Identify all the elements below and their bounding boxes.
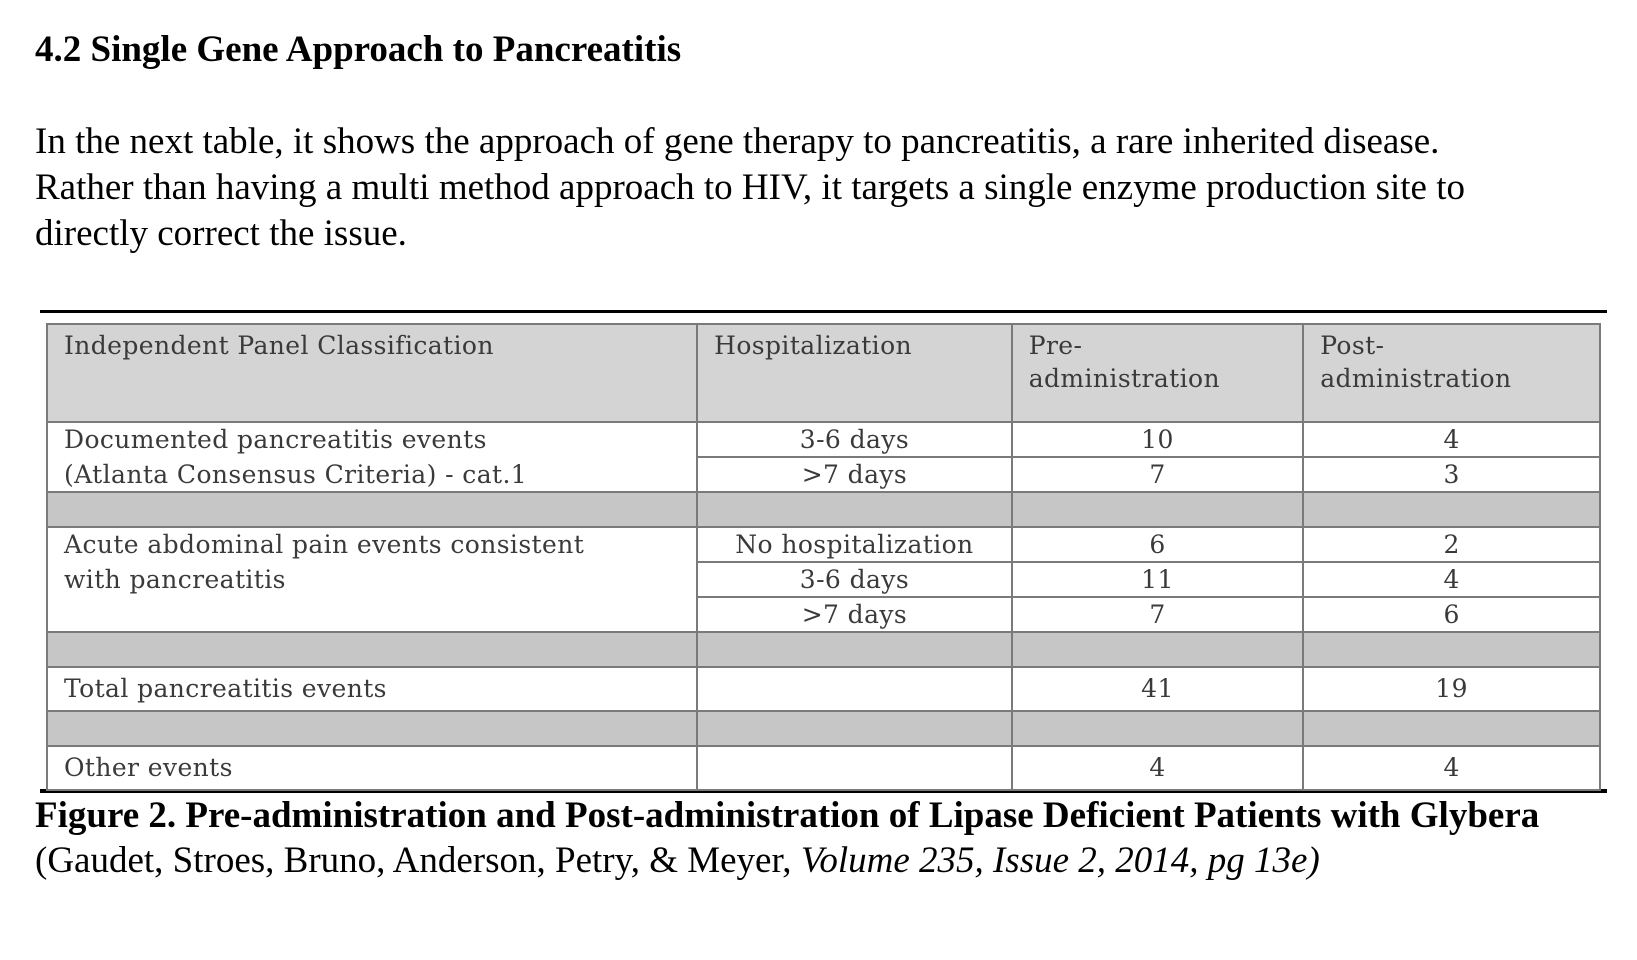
other-pre-value: 4 [1010, 745, 1305, 791]
table-row: (Atlanta Consensus Criteria) - cat.1 >7 … [45, 456, 1601, 493]
other-post-value: 4 [1302, 745, 1601, 791]
post-value-cell: 6 [1302, 596, 1601, 633]
pre-value-cell: 7 [1010, 456, 1305, 493]
caption-citation: Volume 235, Issue 2, 2014, pg 13e) [800, 840, 1320, 881]
separator-row [45, 631, 1601, 668]
pre-value-cell: 6 [1010, 526, 1305, 563]
hospitalization-cell: 3-6 days [696, 561, 1013, 598]
header-pre-line2: administration [1028, 364, 1220, 393]
caption-title: Figure 2. Pre-administration and Post-ad… [35, 795, 1540, 836]
total-row: Total pancreatitis events 41 19 [45, 666, 1601, 712]
header-pre-line1: Pre- [1028, 331, 1083, 360]
hospitalization-cell: >7 days [696, 456, 1013, 493]
post-value-cell: 3 [1302, 456, 1601, 493]
table-row: with pancreatitis 3-6 days 11 4 [45, 561, 1601, 598]
intro-paragraph: In the next table, it shows the approach… [35, 121, 1465, 254]
post-value-cell: 4 [1302, 561, 1601, 598]
pancreatitis-events-table: Independent Panel Classification Hospita… [45, 323, 1601, 791]
hospitalization-cell: No hospitalization [696, 526, 1013, 563]
post-value-cell: 2 [1302, 526, 1601, 563]
header-pre-administration: Pre- administration [1010, 323, 1305, 423]
figure-caption: Figure 2. Pre-administration and Post-ad… [35, 793, 1595, 883]
separator-row [45, 710, 1601, 747]
documented-label-line2: (Atlanta Consensus Criteria) - cat.1 [45, 457, 699, 493]
pre-value-cell: 7 [1010, 596, 1305, 633]
header-hospitalization: Hospitalization [696, 323, 1013, 423]
documented-label-line1: Documented pancreatitis events [45, 421, 699, 457]
table-row: >7 days 7 6 [45, 596, 1601, 633]
acute-label-line1: Acute abdominal pain events consistent [45, 526, 699, 562]
header-post-line2: administration [1320, 364, 1512, 393]
other-hospitalization-empty [696, 745, 1013, 791]
other-label: Other events [45, 745, 699, 791]
header-post-administration: Post- administration [1302, 323, 1601, 423]
total-pre-value: 41 [1010, 666, 1305, 712]
total-post-value: 19 [1302, 666, 1601, 712]
acute-label-line2: with pancreatitis [45, 562, 699, 597]
acute-label-empty [45, 597, 699, 633]
total-hospitalization-empty [696, 666, 1013, 712]
header-classification: Independent Panel Classification [45, 323, 699, 423]
section-heading: 4.2 Single Gene Approach to Pancreatitis [35, 29, 682, 70]
separator-row [45, 491, 1601, 528]
caption-open-paren: ( [35, 840, 48, 881]
caption-authors: Gaudet, Stroes, Bruno, Anderson, Petry, … [47, 840, 801, 881]
table-header-row: Independent Panel Classification Hospita… [45, 323, 1601, 423]
hospitalization-cell: 3-6 days [696, 421, 1013, 458]
total-label: Total pancreatitis events [45, 666, 699, 712]
pre-value-cell: 11 [1010, 561, 1305, 598]
table-row: Acute abdominal pain events consistent N… [45, 526, 1601, 563]
other-row: Other events 4 4 [45, 745, 1601, 791]
header-post-line1: Post- [1320, 331, 1385, 360]
post-value-cell: 4 [1302, 421, 1601, 458]
table-row: Documented pancreatitis events 3-6 days … [45, 421, 1601, 458]
hospitalization-cell: >7 days [696, 596, 1013, 633]
pre-value-cell: 10 [1010, 421, 1305, 458]
table-figure: Independent Panel Classification Hospita… [40, 310, 1607, 793]
